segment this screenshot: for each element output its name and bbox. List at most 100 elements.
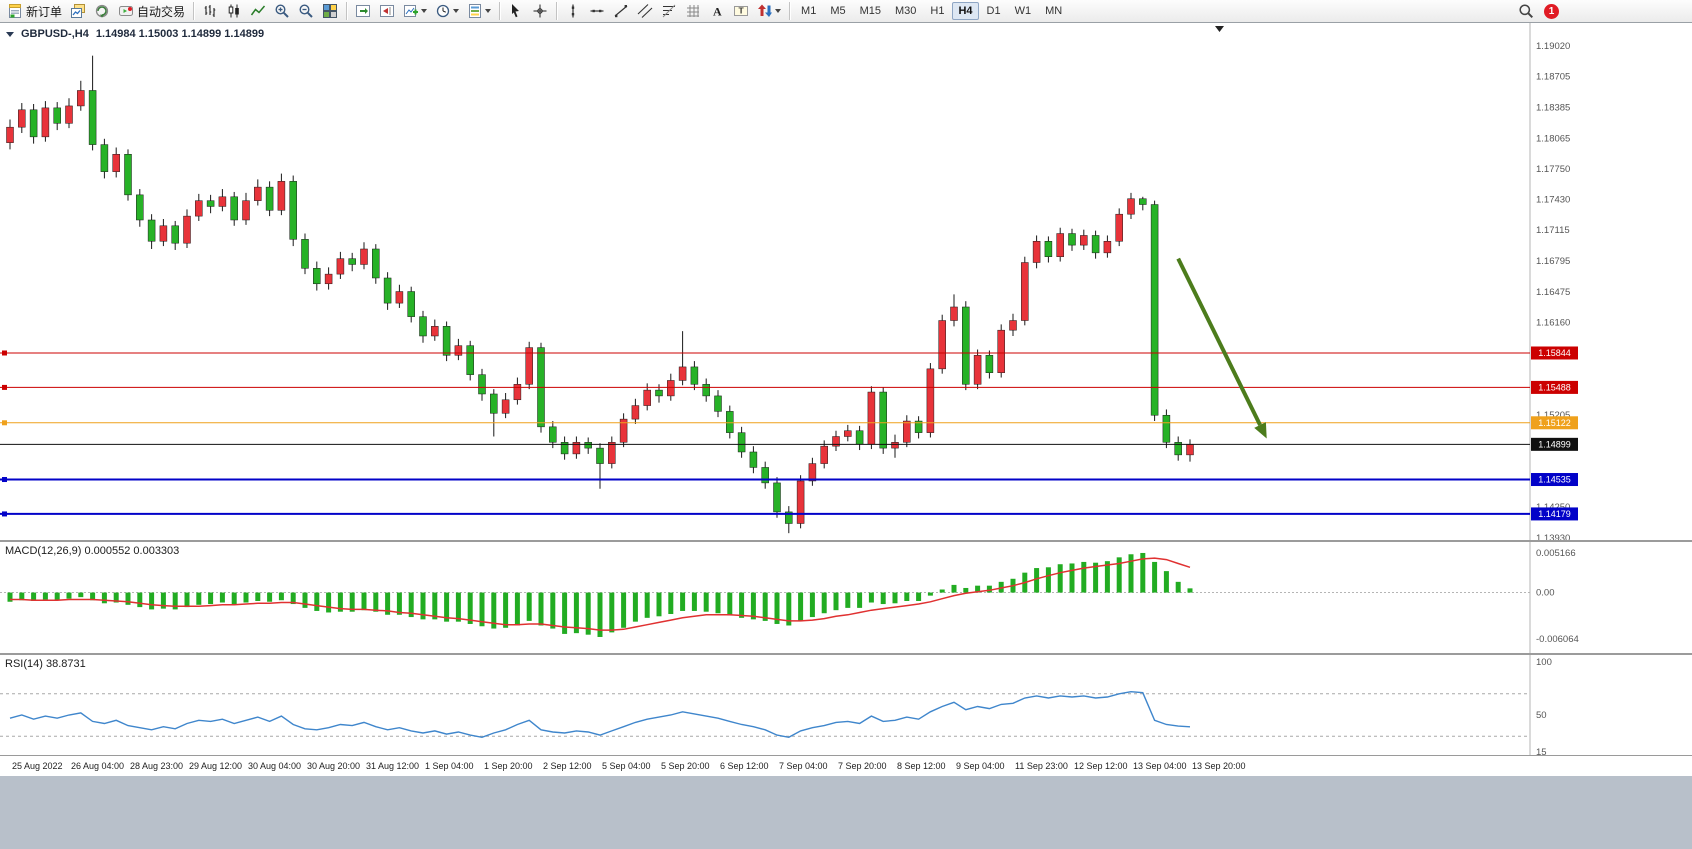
bar-chart-mode-button[interactable] (199, 1, 221, 21)
chart-windows-button[interactable] (67, 1, 89, 21)
notification-badge[interactable]: 1 (1544, 3, 1559, 19)
candle-body (867, 391, 876, 445)
community-button[interactable] (91, 1, 113, 21)
timeframe-mn-button[interactable]: MN (1039, 2, 1068, 20)
candle-body (254, 186, 262, 201)
line-anchor-marker[interactable] (2, 420, 7, 426)
auto-scroll-button[interactable] (352, 1, 374, 21)
zoom-in-button[interactable] (271, 1, 293, 21)
candle-body (773, 482, 781, 513)
time-axis-label: 9 Sep 04:00 (956, 761, 1005, 771)
timeframe-m5-button[interactable]: M5 (824, 2, 851, 20)
tile-windows-button[interactable] (319, 1, 341, 21)
line-anchor-marker[interactable] (2, 350, 7, 356)
candle-body (336, 258, 345, 275)
toolbar: 新订单 自动交易 M1 M5 M15 M30 H1 H4 D1 W1 MN 1 (0, 0, 1692, 23)
candle-body (242, 200, 250, 221)
timeframe-d1-button[interactable]: D1 (981, 2, 1007, 20)
macd-signal-line (10, 557, 1191, 631)
svg-text:1.14899: 1.14899 (1538, 439, 1571, 449)
time-axis-label: 1 Sep 04:00 (425, 761, 474, 771)
candle-body (1021, 262, 1029, 321)
price-badge: 1.15844 (1531, 346, 1578, 360)
time-axis-label: 2 Sep 12:00 (543, 761, 592, 771)
macd-canvas[interactable]: 0.005166 0.00 -0.006064 (0, 542, 1692, 653)
trend-arrow-annotation[interactable] (1176, 257, 1267, 439)
text-button[interactable] (706, 1, 728, 21)
timeframe-m30-button[interactable]: M30 (889, 2, 922, 20)
auto-trading-button[interactable]: 自动交易 (115, 1, 188, 21)
candle-body (596, 447, 604, 464)
price-badge: 1.15488 (1531, 380, 1578, 394)
zoom-out-button[interactable] (295, 1, 317, 21)
dropdown-caret-icon (453, 9, 460, 13)
arrow-objects-button[interactable] (754, 1, 784, 21)
timeframe-m1-button[interactable]: M1 (795, 2, 822, 20)
candle-body (761, 467, 769, 484)
candle-body (820, 445, 828, 464)
zoomout-icon (298, 3, 314, 19)
newchart-icon (403, 3, 419, 19)
chart-shift-button[interactable] (376, 1, 398, 21)
horizontal-line-button[interactable] (586, 1, 608, 21)
candle-body (667, 380, 675, 397)
candle-body (1103, 241, 1112, 254)
main-chart-panel: 1.19020 1.18705 1.18385 1.18065 1.17750 1.174… (0, 23, 1692, 544)
timeframe-m15-button[interactable]: M15 (854, 2, 887, 20)
candle-body (218, 196, 227, 207)
periods-button[interactable] (432, 1, 462, 21)
timeframe-h1-button[interactable]: H1 (924, 2, 950, 20)
candle-body (926, 368, 935, 433)
candle-body (466, 345, 474, 375)
linechart-icon (250, 3, 266, 19)
time-axis-label: 5 Sep 04:00 (602, 761, 651, 771)
trendline-button[interactable] (610, 1, 632, 21)
new-chart-button[interactable] (400, 1, 430, 21)
cursor-button[interactable] (505, 1, 527, 21)
rsi-canvas[interactable]: 100 50 15 (0, 655, 1692, 758)
toolbar-separator (346, 2, 348, 20)
candle-body (844, 430, 852, 437)
time-axis-label: 5 Sep 20:00 (661, 761, 710, 771)
candle-body (950, 306, 958, 321)
search-button[interactable] (1515, 1, 1537, 21)
candle-chart-mode-button[interactable] (223, 1, 245, 21)
toolbar-separator (193, 2, 195, 20)
equidistant-channel-button[interactable] (634, 1, 656, 21)
candle-body (1044, 241, 1053, 257)
svg-text:1.15844: 1.15844 (1538, 348, 1571, 358)
line-anchor-marker[interactable] (2, 477, 7, 483)
new-order-button[interactable]: 新订单 (4, 1, 65, 21)
fibonacci-button[interactable] (658, 1, 680, 21)
line-anchor-marker[interactable] (2, 384, 7, 390)
crosshair-button[interactable] (529, 1, 551, 21)
candle-body (1009, 320, 1017, 331)
main-chart-canvas[interactable]: 1.19020 1.18705 1.18385 1.18065 1.17750 1.174… (0, 23, 1692, 544)
candle-body (678, 366, 687, 381)
line-anchor-marker[interactable] (2, 511, 7, 517)
rsi-axis-labels: 100 50 15 (1536, 657, 1552, 758)
new-order-icon (7, 3, 23, 19)
timeframe-h4-button[interactable]: H4 (952, 2, 979, 20)
time-axis-label: 31 Aug 12:00 (366, 761, 420, 771)
time-axis-label: 25 Aug 2022 (12, 761, 63, 771)
svg-text:15: 15 (1536, 747, 1547, 755)
candle-body (1080, 235, 1088, 246)
template-icon (467, 3, 483, 19)
candle-body (124, 154, 132, 196)
candle-body (572, 442, 581, 455)
svg-text:1.17430: 1.17430 (1536, 195, 1570, 206)
line-chart-mode-button[interactable] (247, 1, 269, 21)
text-label-button[interactable] (730, 1, 752, 21)
svg-text:-0.006064: -0.006064 (1536, 634, 1579, 645)
vertical-line-button[interactable] (562, 1, 584, 21)
vline-icon (565, 3, 581, 19)
candle-body (513, 384, 522, 401)
svg-text:0.00: 0.00 (1536, 588, 1555, 599)
svg-text:50: 50 (1536, 710, 1547, 721)
templates-button[interactable] (464, 1, 494, 21)
candle-body (41, 107, 50, 138)
candle-body (360, 248, 368, 265)
timeframe-w1-button[interactable]: W1 (1009, 2, 1038, 20)
cycle-lines-button[interactable] (682, 1, 704, 21)
